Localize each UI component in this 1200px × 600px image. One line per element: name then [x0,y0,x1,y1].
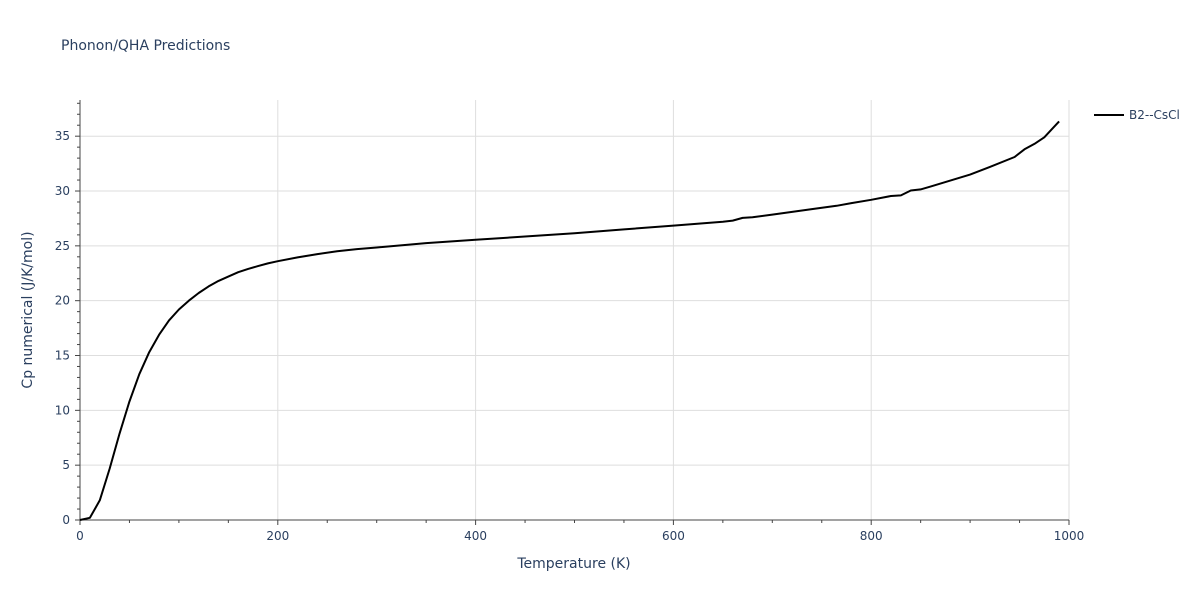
plot-area [79,120,1060,521]
x-tick-label: 600 [662,529,685,543]
axes [79,100,1069,521]
y-tick-label: 25 [55,239,70,253]
y-tick-label: 30 [55,184,70,198]
y-axis-ticks: 0 5 10 15 20 25 30 35 [55,102,80,527]
legend[interactable]: B2--CsCl [1094,108,1180,122]
y-tick-label: 20 [55,294,70,308]
series-line-b2-cscl [79,120,1060,521]
y-tick-label: 0 [62,513,70,527]
legend-label: B2--CsCl [1129,108,1180,122]
x-tick-label: 1000 [1054,529,1085,543]
x-tick-label: 0 [76,529,84,543]
x-axis-title: Temperature (K) [516,556,630,572]
x-tick-label: 200 [266,529,289,543]
grid [80,100,1070,520]
y-tick-label: 35 [55,129,70,143]
chart-title: Phonon/QHA Predictions [61,38,230,54]
y-axis-title: Cp numerical (J/K/mol) [20,231,36,388]
y-tick-label: 15 [55,349,70,363]
x-axis-ticks: 0 200 400 600 800 1000 [76,520,1084,543]
x-tick-label: 800 [860,529,883,543]
y-tick-label: 10 [55,403,70,417]
x-tick-label: 400 [464,529,487,543]
y-tick-label: 5 [62,458,70,472]
